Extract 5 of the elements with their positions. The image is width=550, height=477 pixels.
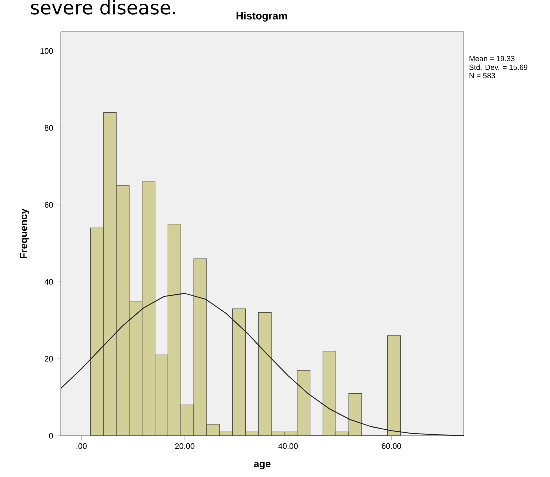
chart-title: Histogram (236, 12, 288, 22)
y-axis-title: Frequency (20, 208, 30, 259)
x-axis-title: age (254, 462, 271, 470)
text: severe disease. (31, 0, 176, 15)
line-series (61, 293, 464, 436)
